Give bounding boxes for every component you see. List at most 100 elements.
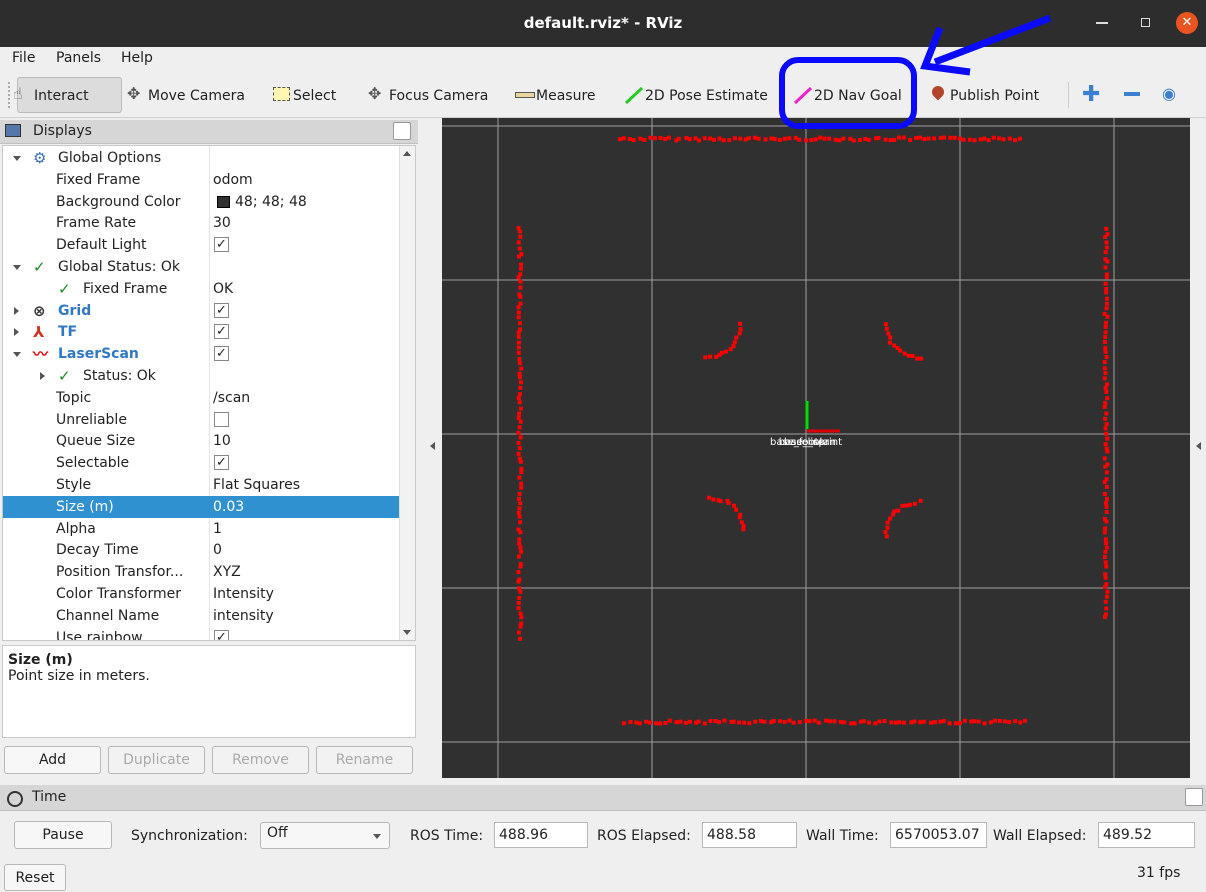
minimize-button[interactable] bbox=[1096, 22, 1108, 24]
laser-point bbox=[1104, 484, 1109, 489]
tool-button[interactable]: Measure bbox=[536, 88, 596, 104]
expander[interactable] bbox=[13, 265, 21, 270]
tree-row[interactable]: 〰 LaserScan ✓ bbox=[3, 343, 399, 365]
laser-point bbox=[1022, 718, 1027, 723]
tree-row[interactable]: Frame Rate 30 bbox=[3, 212, 399, 234]
tree-row[interactable]: Color Transformer Intensity bbox=[3, 583, 399, 605]
tree-row[interactable]: ⊗ Grid ✓ bbox=[3, 300, 399, 322]
checkbox[interactable]: ✓ bbox=[214, 324, 229, 340]
laser-point bbox=[519, 266, 524, 271]
tree-row[interactable]: Position Transfor... XYZ bbox=[3, 561, 399, 583]
tree-row-selected[interactable]: Size (m) 0.03 bbox=[3, 495, 399, 518]
tree-row[interactable]: ✓ Global Status: Ok bbox=[3, 256, 399, 278]
expander[interactable] bbox=[40, 372, 45, 380]
laser-point bbox=[858, 719, 863, 724]
checkbox[interactable]: ✓ bbox=[214, 455, 229, 471]
collapse-arrow[interactable] bbox=[430, 442, 435, 450]
tree-row[interactable]: Default Light ✓ bbox=[3, 234, 399, 256]
checkbox[interactable]: ✓ bbox=[214, 629, 229, 640]
laser-point bbox=[688, 719, 693, 724]
scroll-up[interactable] bbox=[403, 151, 411, 156]
collapse-arrow[interactable] bbox=[1196, 442, 1201, 450]
property-name: Topic bbox=[56, 389, 92, 406]
scroll-down[interactable] bbox=[403, 630, 411, 635]
laser-point bbox=[1102, 530, 1107, 535]
tool-icon-arrow bbox=[793, 86, 813, 105]
panel-icon bbox=[5, 124, 21, 137]
maximize-button[interactable] bbox=[1141, 18, 1150, 27]
tree-row[interactable]: Alpha 1 bbox=[3, 518, 399, 540]
laser-point bbox=[1103, 371, 1108, 376]
tool-button[interactable]: Focus Camera bbox=[389, 88, 489, 104]
tool-button[interactable]: Select bbox=[293, 88, 337, 104]
panel-float-button[interactable] bbox=[393, 122, 411, 140]
add-tool-button[interactable]: ✚ bbox=[1082, 82, 1101, 107]
laser-point bbox=[694, 720, 699, 725]
tree-row[interactable]: Fixed Frame odom bbox=[3, 169, 399, 191]
laser-point bbox=[518, 406, 523, 411]
tree-row[interactable]: Decay Time 0 bbox=[3, 539, 399, 561]
laser-point bbox=[1105, 436, 1110, 441]
expander[interactable] bbox=[13, 156, 21, 161]
property-name: Style bbox=[56, 477, 92, 493]
laser-point bbox=[837, 138, 842, 143]
time-title: Time bbox=[32, 789, 67, 805]
tree-row[interactable]: Queue Size 10 bbox=[3, 430, 399, 452]
laser-point bbox=[893, 720, 898, 725]
sync-dropdown[interactable]: Off bbox=[260, 822, 390, 849]
tree-row[interactable]: ✓ Fixed Frame OK bbox=[3, 278, 399, 300]
panel-float-button[interactable] bbox=[1185, 788, 1203, 806]
tree-row[interactable]: ✓ Status: Ok bbox=[3, 365, 399, 387]
laser-point bbox=[667, 718, 672, 723]
tree-row[interactable]: Unreliable bbox=[3, 409, 399, 431]
toolbar-separator bbox=[1068, 82, 1069, 108]
property-name: Background Color bbox=[56, 193, 181, 210]
laser-point bbox=[708, 718, 713, 723]
expander[interactable] bbox=[14, 306, 19, 315]
laser-point bbox=[910, 353, 915, 358]
laser-point bbox=[518, 545, 523, 550]
tool-button[interactable]: 2D Pose Estimate bbox=[645, 88, 768, 104]
laser-point bbox=[517, 514, 522, 519]
tree-row[interactable]: Style Flat Squares bbox=[3, 474, 399, 496]
menu-item[interactable]: Help bbox=[121, 50, 153, 66]
laser-point bbox=[683, 720, 688, 725]
panel-button[interactable]: Add bbox=[4, 746, 101, 774]
close-button[interactable]: ✕ bbox=[1176, 12, 1198, 34]
view-tool-button[interactable]: ◉ bbox=[1162, 84, 1176, 103]
laser-point bbox=[517, 506, 522, 511]
tree-row[interactable]: ⅄ TF ✓ bbox=[3, 321, 399, 343]
remove-tool-button[interactable] bbox=[1124, 92, 1140, 96]
tree-row[interactable]: Topic/scan bbox=[3, 387, 399, 409]
laser-point bbox=[849, 721, 854, 726]
checkbox[interactable]: ✓ bbox=[214, 237, 229, 253]
checkbox[interactable]: ✓ bbox=[214, 346, 229, 362]
laser-point bbox=[957, 136, 962, 141]
tree-row[interactable]: Use rainbow ✓ bbox=[3, 627, 399, 640]
tree-row[interactable]: ⚙ Global Options bbox=[3, 147, 399, 169]
laser-point bbox=[976, 719, 981, 724]
checkbox[interactable] bbox=[214, 411, 229, 427]
expander[interactable] bbox=[13, 352, 21, 358]
tool-button[interactable]: Publish Point bbox=[950, 88, 1040, 104]
laser-point bbox=[516, 315, 521, 320]
laser-point bbox=[887, 516, 892, 521]
tree-row[interactable]: Channel Name intensity bbox=[3, 605, 399, 627]
reset-button[interactable]: Reset bbox=[4, 864, 66, 891]
tool-button[interactable]: Interact bbox=[34, 88, 89, 104]
laser-point bbox=[1103, 572, 1108, 577]
tool-button[interactable]: Move Camera bbox=[148, 88, 245, 104]
menu-item[interactable]: File bbox=[12, 50, 36, 66]
laser-point bbox=[1104, 477, 1109, 482]
menu-item[interactable]: Panels bbox=[56, 50, 102, 66]
tree-row[interactable]: Selectable ✓ bbox=[3, 452, 399, 474]
pause-button[interactable]: Pause bbox=[14, 821, 112, 849]
expander[interactable] bbox=[14, 328, 19, 337]
laser-point bbox=[866, 137, 871, 142]
laser-point bbox=[517, 595, 522, 600]
laser-point bbox=[1007, 136, 1012, 141]
tool-button[interactable]: 2D Nav Goal bbox=[814, 88, 902, 104]
checkbox[interactable]: ✓ bbox=[214, 302, 229, 318]
tree-row[interactable]: Background Color 48; 48; 48 bbox=[3, 191, 399, 213]
